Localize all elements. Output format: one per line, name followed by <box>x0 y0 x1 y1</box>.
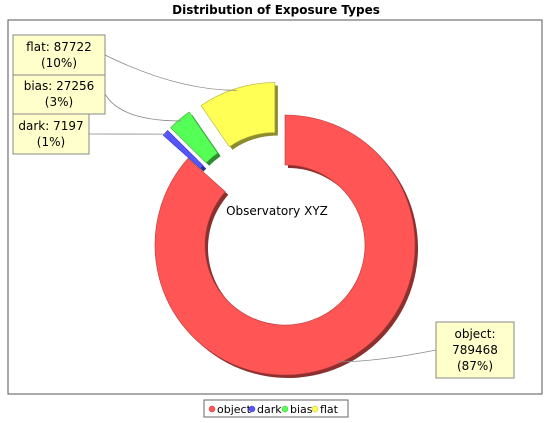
callouts-group: object: 789468 (87%) dark: 7197 (1%) bias: 27… <box>12 34 515 379</box>
callout-box-bias <box>12 73 106 115</box>
callout-label-object: object: <box>454 327 495 341</box>
callout-box-dark <box>12 113 90 155</box>
slices-group <box>154 82 418 378</box>
callout-label-dark: dark: 7197 <box>18 119 83 133</box>
leader-line-bias <box>104 93 181 122</box>
leader-line-flat <box>104 54 237 91</box>
chart-title: Distribution of Exposure Types <box>172 3 380 17</box>
legend-swatch-bias <box>281 405 289 413</box>
callout-value-object: 789468 <box>452 343 498 357</box>
legend-box <box>203 399 349 418</box>
callout-label-bias: bias: 27256 <box>24 79 95 93</box>
plot-frame <box>7 19 543 395</box>
legend-label-object[interactable]: object <box>217 403 252 416</box>
callout-percent-object: (87%) <box>457 359 493 373</box>
legend-label-dark[interactable]: dark <box>257 403 282 416</box>
slice-dark[interactable] <box>162 130 204 169</box>
callout-box-object <box>435 321 515 379</box>
leader-lines <box>88 54 437 363</box>
callout-percent-flat: (10%) <box>41 56 77 70</box>
legend-swatch-object <box>208 405 216 413</box>
callout-label-flat: flat: 87722 <box>26 40 92 54</box>
legend-label-bias[interactable]: bias <box>290 403 313 416</box>
callout-percent-dark: (1%) <box>37 135 65 149</box>
callout-box-flat <box>12 34 106 76</box>
callout-percent-bias: (3%) <box>45 95 73 109</box>
legend: object dark bias flat <box>203 399 349 418</box>
slice-bias[interactable] <box>170 111 219 164</box>
center-label: Observatory XYZ <box>226 204 328 218</box>
slice-object[interactable] <box>154 114 416 376</box>
legend-label-flat[interactable]: flat <box>320 403 339 416</box>
slice-flat[interactable] <box>200 82 276 148</box>
legend-swatch-flat <box>311 405 319 413</box>
leader-line-object <box>337 349 437 363</box>
legend-swatch-dark <box>248 405 256 413</box>
